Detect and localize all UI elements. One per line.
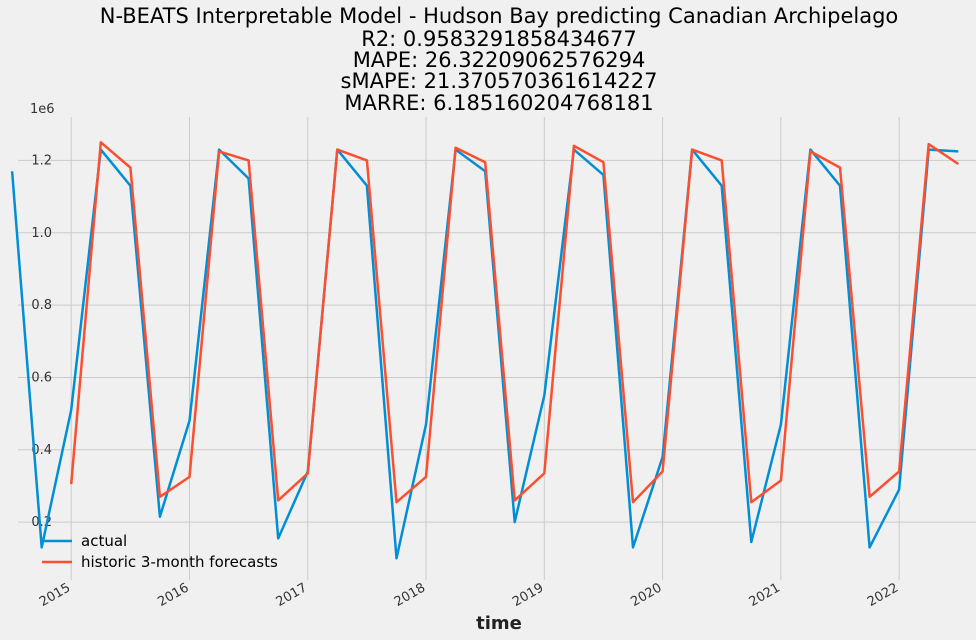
title-line-4: sMAPE: 21.370570361614227 xyxy=(341,69,658,93)
x-axis-label: time xyxy=(476,613,522,634)
series-line-forecasts xyxy=(69,141,959,504)
y-tick-label: 0.6 xyxy=(31,370,52,385)
grid xyxy=(18,117,976,580)
chart-title: N-BEATS Interpretable Model - Hudson Bay… xyxy=(100,4,899,115)
y-tick-label: 1.2 xyxy=(31,153,52,168)
y-tick-label: 1.0 xyxy=(31,226,52,241)
y-tick-label: 0.8 xyxy=(31,298,52,313)
legend-label-forecasts: historic 3-month forecasts xyxy=(81,553,278,571)
legend: actual historic 3-month forecasts xyxy=(42,532,278,571)
series-lines xyxy=(10,141,959,560)
y-tick-label: 0.4 xyxy=(31,443,52,458)
title-line-5: MARRE: 6.185160204768181 xyxy=(344,91,653,115)
legend-label-actual: actual xyxy=(81,532,127,550)
y-offset-label: 1e6 xyxy=(30,102,55,117)
title-line-3: MAPE: 26.32209062576294 xyxy=(353,48,646,72)
title-line-2: R2: 0.9583291858434677 xyxy=(361,27,637,51)
title-line-1: N-BEATS Interpretable Model - Hudson Bay… xyxy=(100,4,899,28)
